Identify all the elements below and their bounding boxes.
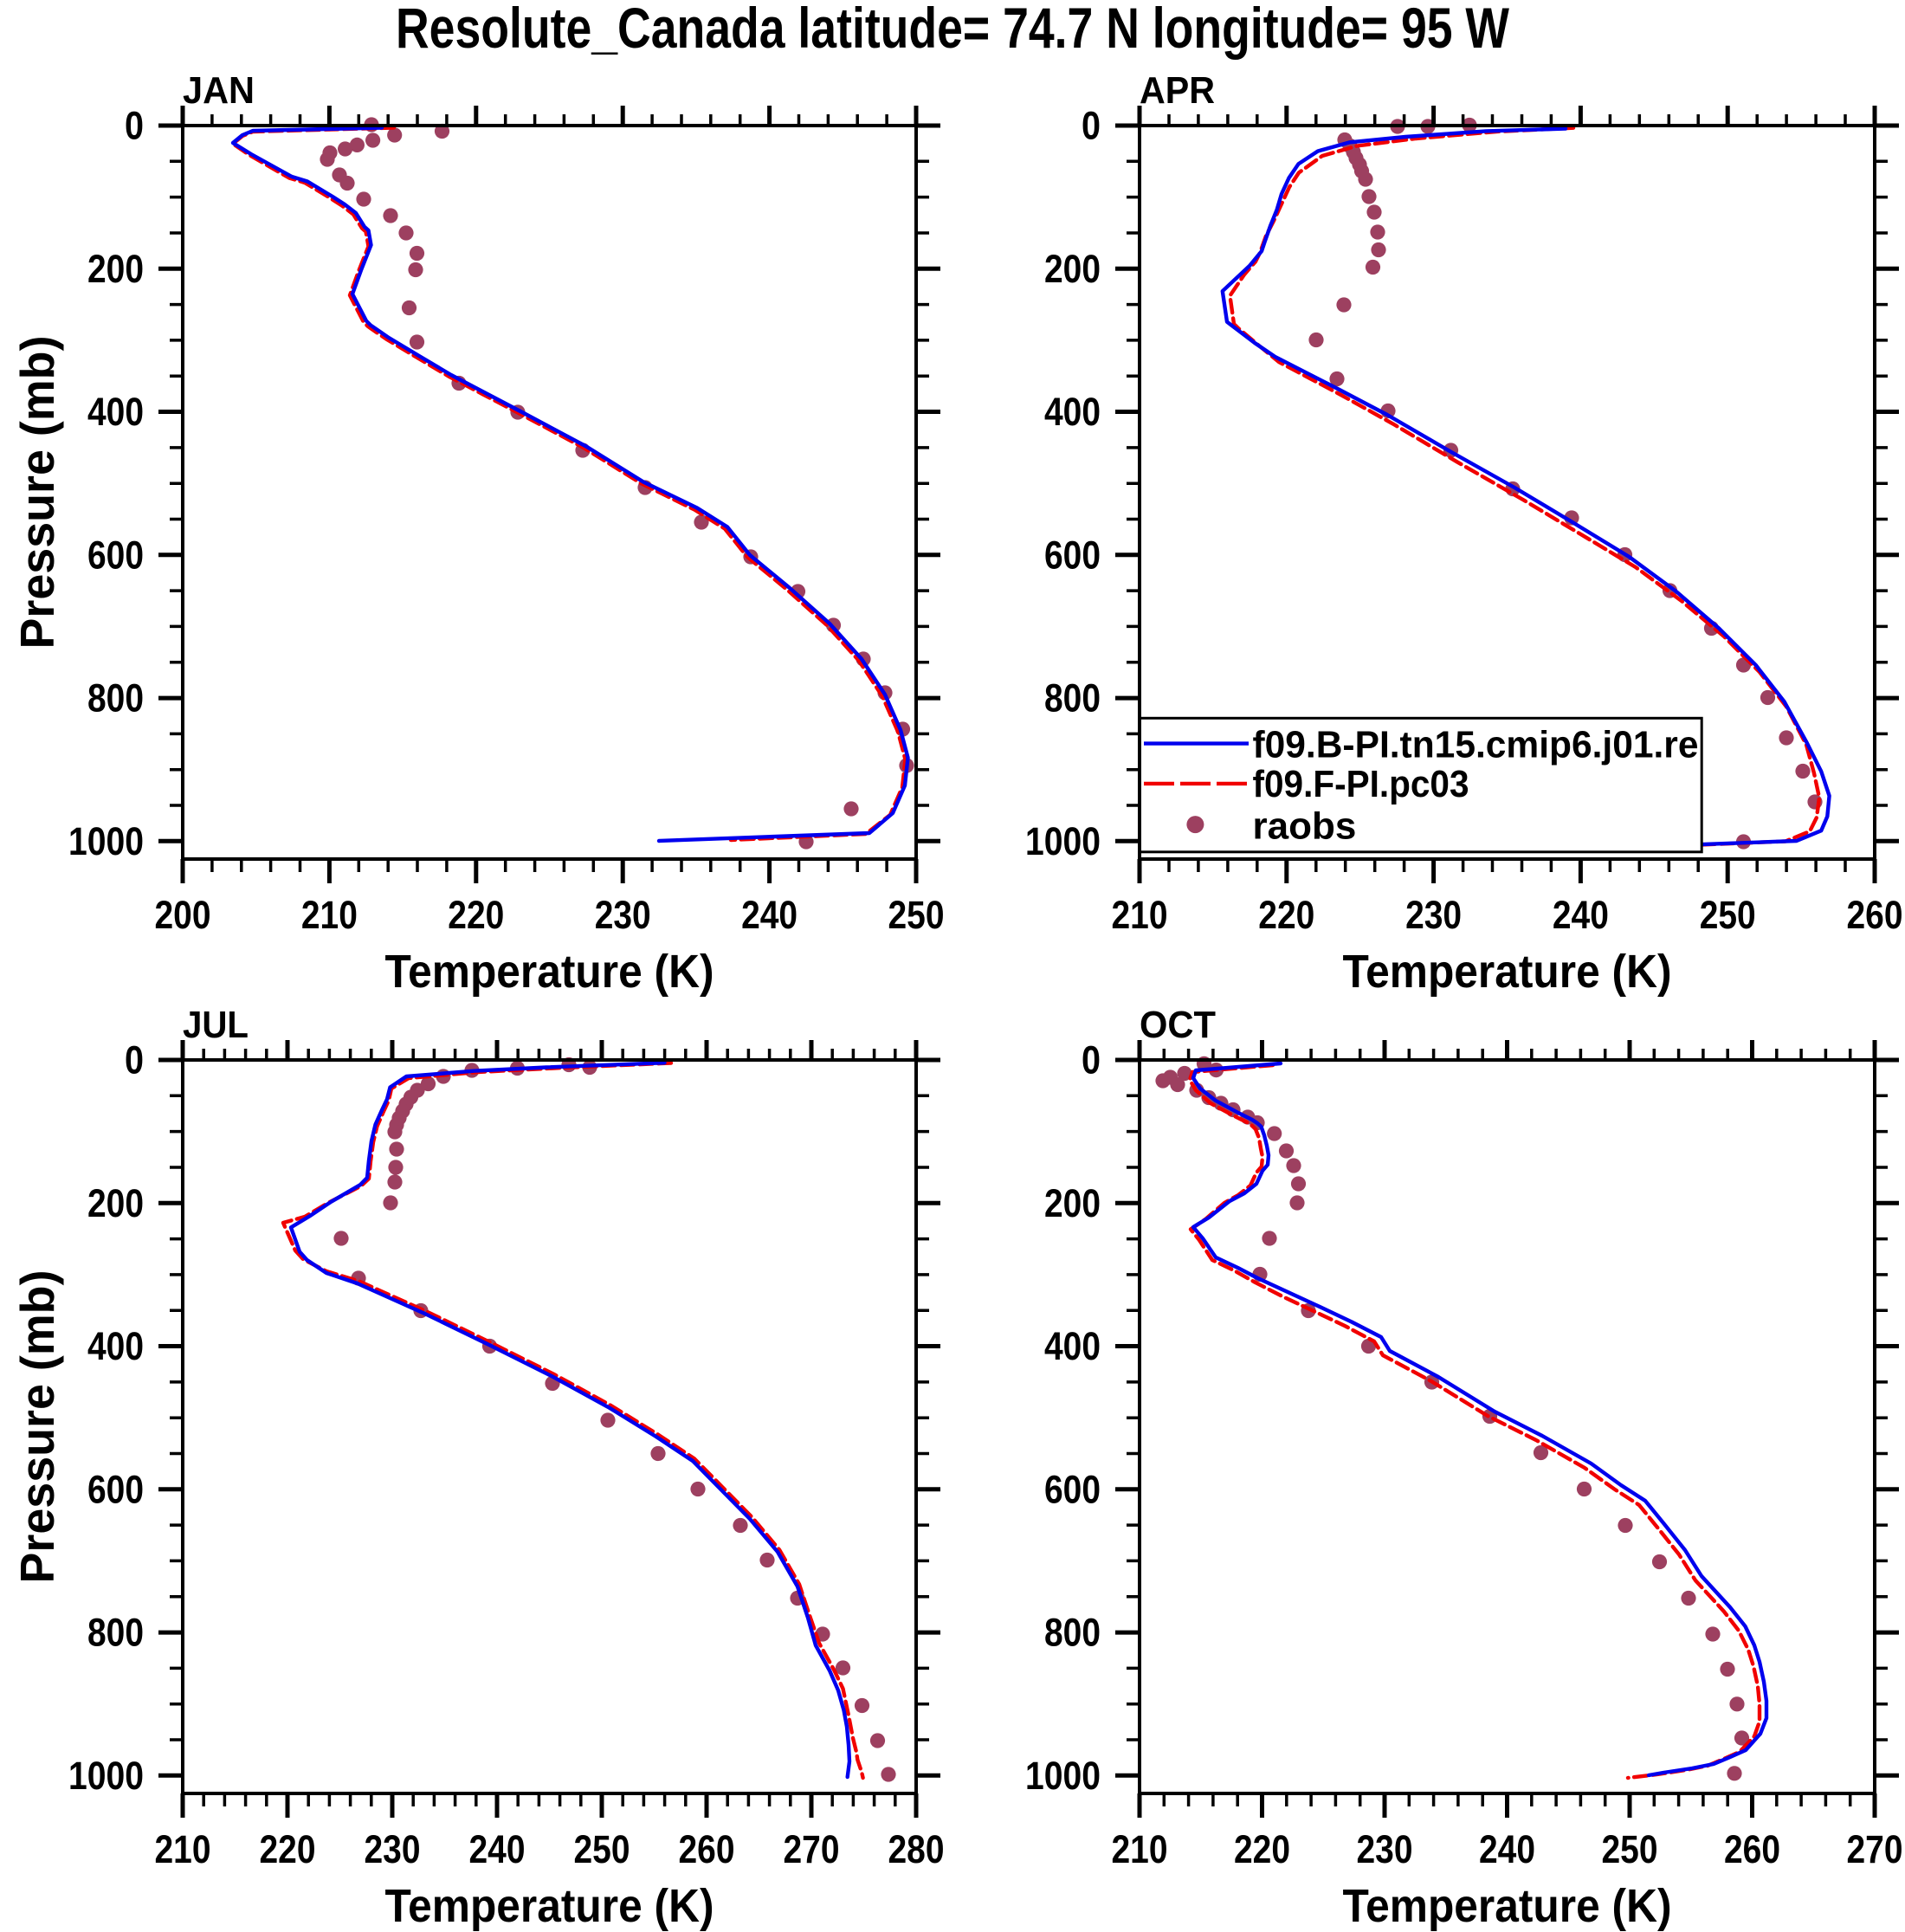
svg-text:600: 600 (87, 533, 144, 577)
svg-text:0: 0 (125, 104, 144, 148)
svg-text:800: 800 (1044, 1611, 1101, 1655)
svg-text:210: 210 (1112, 893, 1168, 937)
svg-text:240: 240 (741, 893, 798, 937)
svg-text:600: 600 (1044, 533, 1101, 577)
svg-text:240: 240 (1479, 1827, 1535, 1871)
svg-text:0: 0 (1082, 1038, 1101, 1082)
svg-text:270: 270 (1847, 1827, 1903, 1871)
svg-text:1000: 1000 (1025, 819, 1101, 863)
svg-text:200: 200 (155, 893, 211, 937)
svg-text:280: 280 (888, 1827, 945, 1871)
svg-text:0: 0 (125, 1038, 144, 1082)
svg-text:400: 400 (1044, 1324, 1101, 1368)
svg-text:JUL: JUL (183, 1004, 249, 1046)
svg-text:600: 600 (1044, 1467, 1101, 1511)
svg-text:f09.B-PI.tn15.cmip6.j01.re: f09.B-PI.tn15.cmip6.j01.re (1253, 724, 1699, 766)
svg-text:210: 210 (155, 1827, 211, 1871)
svg-text:250: 250 (888, 893, 945, 937)
svg-text:JAN: JAN (183, 69, 255, 112)
svg-text:800: 800 (1044, 676, 1101, 720)
svg-text:220: 220 (1234, 1827, 1290, 1871)
svg-text:raobs: raobs (1253, 805, 1357, 848)
svg-text:230: 230 (595, 893, 651, 937)
svg-text:Temperature (K): Temperature (K) (385, 1880, 714, 1932)
svg-text:f09.F-PI.pc03: f09.F-PI.pc03 (1253, 763, 1469, 805)
svg-text:1000: 1000 (68, 1754, 144, 1798)
svg-text:Pressure (mb): Pressure (mb) (10, 1270, 64, 1584)
svg-text:800: 800 (87, 1611, 144, 1655)
svg-text:210: 210 (1112, 1827, 1168, 1871)
svg-text:Pressure (mb): Pressure (mb) (10, 336, 64, 649)
svg-text:250: 250 (1602, 1827, 1658, 1871)
svg-text:210: 210 (301, 893, 358, 937)
svg-text:400: 400 (1044, 390, 1101, 434)
svg-text:Temperature (K): Temperature (K) (385, 946, 714, 998)
svg-text:200: 200 (87, 247, 144, 291)
svg-text:0: 0 (1082, 104, 1101, 148)
svg-text:200: 200 (1044, 1181, 1101, 1225)
svg-text:240: 240 (1553, 893, 1609, 937)
svg-text:250: 250 (574, 1827, 630, 1871)
svg-text:260: 260 (679, 1827, 735, 1871)
svg-text:230: 230 (365, 1827, 421, 1871)
svg-text:600: 600 (87, 1467, 144, 1511)
svg-text:200: 200 (1044, 247, 1101, 291)
svg-text:240: 240 (469, 1827, 526, 1871)
svg-text:400: 400 (87, 1324, 144, 1368)
svg-text:1000: 1000 (68, 819, 144, 863)
svg-text:260: 260 (1724, 1827, 1780, 1871)
svg-text:220: 220 (1258, 893, 1314, 937)
svg-text:Resolute_Canada latitude= 74.: Resolute_Canada latitude= 74.7 N longitu… (396, 0, 1510, 60)
svg-text:230: 230 (1405, 893, 1462, 937)
svg-text:1000: 1000 (1025, 1754, 1101, 1798)
svg-text:OCT: OCT (1140, 1004, 1216, 1046)
svg-text:200: 200 (87, 1181, 144, 1225)
svg-text:230: 230 (1357, 1827, 1413, 1871)
svg-text:220: 220 (448, 893, 504, 937)
svg-text:400: 400 (87, 390, 144, 434)
svg-text:250: 250 (1700, 893, 1756, 937)
svg-text:800: 800 (87, 676, 144, 720)
svg-text:270: 270 (784, 1827, 840, 1871)
svg-text:220: 220 (260, 1827, 316, 1871)
svg-text:Temperature (K): Temperature (K) (1343, 946, 1672, 998)
svg-text:260: 260 (1847, 893, 1903, 937)
svg-text:Temperature (K): Temperature (K) (1343, 1880, 1672, 1932)
svg-text:APR: APR (1140, 69, 1215, 112)
